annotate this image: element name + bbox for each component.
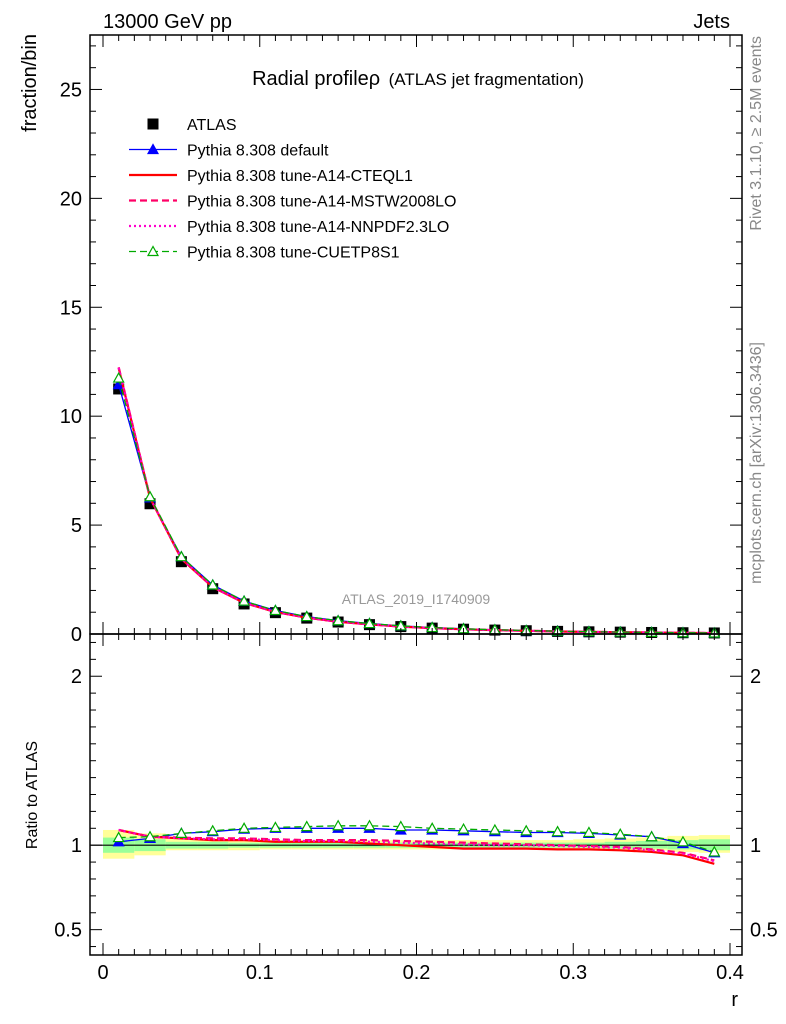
ratio-data-point: [332, 819, 345, 831]
ratio-uncertainty-bands: [103, 829, 730, 859]
legend-label: Pythia 8.308 tune-A14-CTEQL1: [187, 168, 413, 185]
top-data-point: [112, 378, 125, 390]
top-data-point: [269, 604, 282, 616]
bottom-xtick-label: 0.3: [559, 962, 587, 984]
top-data-point: [144, 490, 157, 502]
legend-label: Pythia 8.308 tune-A14-MSTW2008LO: [187, 194, 456, 211]
ratio-ytick-label-right: 2: [750, 666, 761, 688]
legend-item: Pythia 8.308 tune-A14-NNPDF2.3LO: [129, 219, 449, 236]
ratio-data-point: [708, 845, 721, 857]
legend: ATLAS Pythia 8.308 default Pythia 8.308 tu…: [129, 117, 456, 262]
legend-item: Pythia 8.308 default: [129, 143, 329, 160]
axis-ticks: 0 5 10 15 20 25 0 0.1 0.2 0.3 0.4 0.5 0.5 1 1 2 2: [54, 35, 778, 984]
top-data-point: [238, 594, 251, 606]
top-data-point: [144, 498, 156, 510]
legend-marker: [147, 118, 159, 130]
legend-marker: [146, 143, 160, 155]
bottom-xtick-label: 0.4: [716, 962, 744, 984]
chart-title: Radial profileρ (ATLAS jet fragmentation…: [252, 68, 584, 90]
ratio-data-point: [582, 826, 595, 838]
side-label-rivet: Rivet 3.1.10, ≥ 2.5M events: [748, 36, 765, 231]
legend-label: Pythia 8.308 tune-CUETP8S1: [187, 245, 400, 262]
ratio-data-point: [206, 824, 219, 836]
legend-item: Pythia 8.308 tune-A14-MSTW2008LO: [129, 194, 456, 211]
bottom-frame: [89, 633, 743, 956]
legend-label: ATLAS: [187, 117, 237, 134]
top-series-line: [117, 367, 715, 635]
ratio-data-point: [645, 830, 658, 842]
ratio-data-point: [457, 822, 470, 834]
top-ylabel: fraction/bin: [19, 34, 41, 132]
header-left: 13000 GeV pp: [103, 11, 232, 33]
chart-title-main: Radial profileρ: [252, 68, 380, 90]
bottom-xtick-label: 0.1: [246, 962, 274, 984]
top-ytick-label: 15: [60, 297, 82, 319]
top-ytick-label: 25: [60, 79, 82, 101]
legend-item: ATLAS: [147, 117, 237, 134]
top-series-4: [117, 367, 715, 635]
legend-item: Pythia 8.308 tune-CUETP8S1: [129, 245, 400, 262]
ratio-data-point: [269, 821, 282, 833]
top-data-point: [300, 610, 313, 622]
watermark: ATLAS_2019_I1740909: [342, 591, 491, 607]
top-data-point: [112, 371, 125, 383]
top-ytick-label: 10: [60, 406, 82, 428]
top-data-point: [363, 617, 376, 629]
ratio-data-point: [175, 827, 188, 838]
top-data-point: [206, 578, 219, 590]
bottom-xtick-label: 0: [97, 962, 108, 984]
top-ytick-label: 20: [60, 188, 82, 210]
ratio-data-point: [676, 835, 689, 847]
bottom-xtick-label: 0.2: [403, 962, 431, 984]
ratio-series-line: [118, 828, 715, 863]
chart-title-sub: (ATLAS jet fragmentation): [389, 70, 584, 89]
ratio-data-point: [300, 820, 313, 832]
bottom-xlabel: r: [731, 989, 738, 1011]
ratio-data-point: [426, 822, 439, 833]
ratio-data-point: [144, 830, 157, 842]
ratio-data-point: [363, 819, 376, 831]
legend-label: Pythia 8.308 tune-A14-NNPDF2.3LO: [187, 219, 449, 236]
ratio-series-line: [118, 827, 715, 854]
ratio-data-point: [488, 823, 501, 835]
ratio-data-point: [394, 820, 407, 832]
top-data-point: [332, 614, 345, 626]
ratio-data-point: [520, 824, 533, 836]
ratio-series-3: [118, 828, 715, 863]
ratio-series-line: [118, 825, 715, 853]
top-data-point: [175, 556, 187, 568]
ratio-ytick-label-right: 1: [750, 835, 761, 857]
top-ytick-label: 0: [71, 624, 82, 646]
legend-marker: [146, 245, 160, 257]
ratio-series-4: [112, 819, 721, 857]
header-right: Jets: [693, 11, 730, 33]
ratio-ytick-label: 0.5: [54, 920, 82, 942]
ratio-ytick-label: 1: [71, 835, 82, 857]
ratio-series-group: [112, 819, 721, 865]
legend-label: Pythia 8.308 default: [187, 143, 329, 160]
top-ytick-label: 5: [71, 515, 82, 537]
side-label-mcplots: mcplots.cern.ch [arXiv:1306.3436]: [748, 342, 765, 584]
ratio-data-point: [551, 825, 564, 837]
ratio-ytick-label: 2: [71, 666, 82, 688]
ratio-data-point: [112, 831, 125, 843]
ratio-data-point: [614, 827, 627, 839]
legend-item: Pythia 8.308 tune-A14-CTEQL1: [129, 168, 413, 185]
top-data-point: [175, 550, 188, 562]
ratio-ytick-label-right: 0.5: [750, 920, 778, 942]
ratio-data-point: [238, 822, 251, 833]
bottom-ylabel: Ratio to ATLAS: [24, 741, 41, 849]
